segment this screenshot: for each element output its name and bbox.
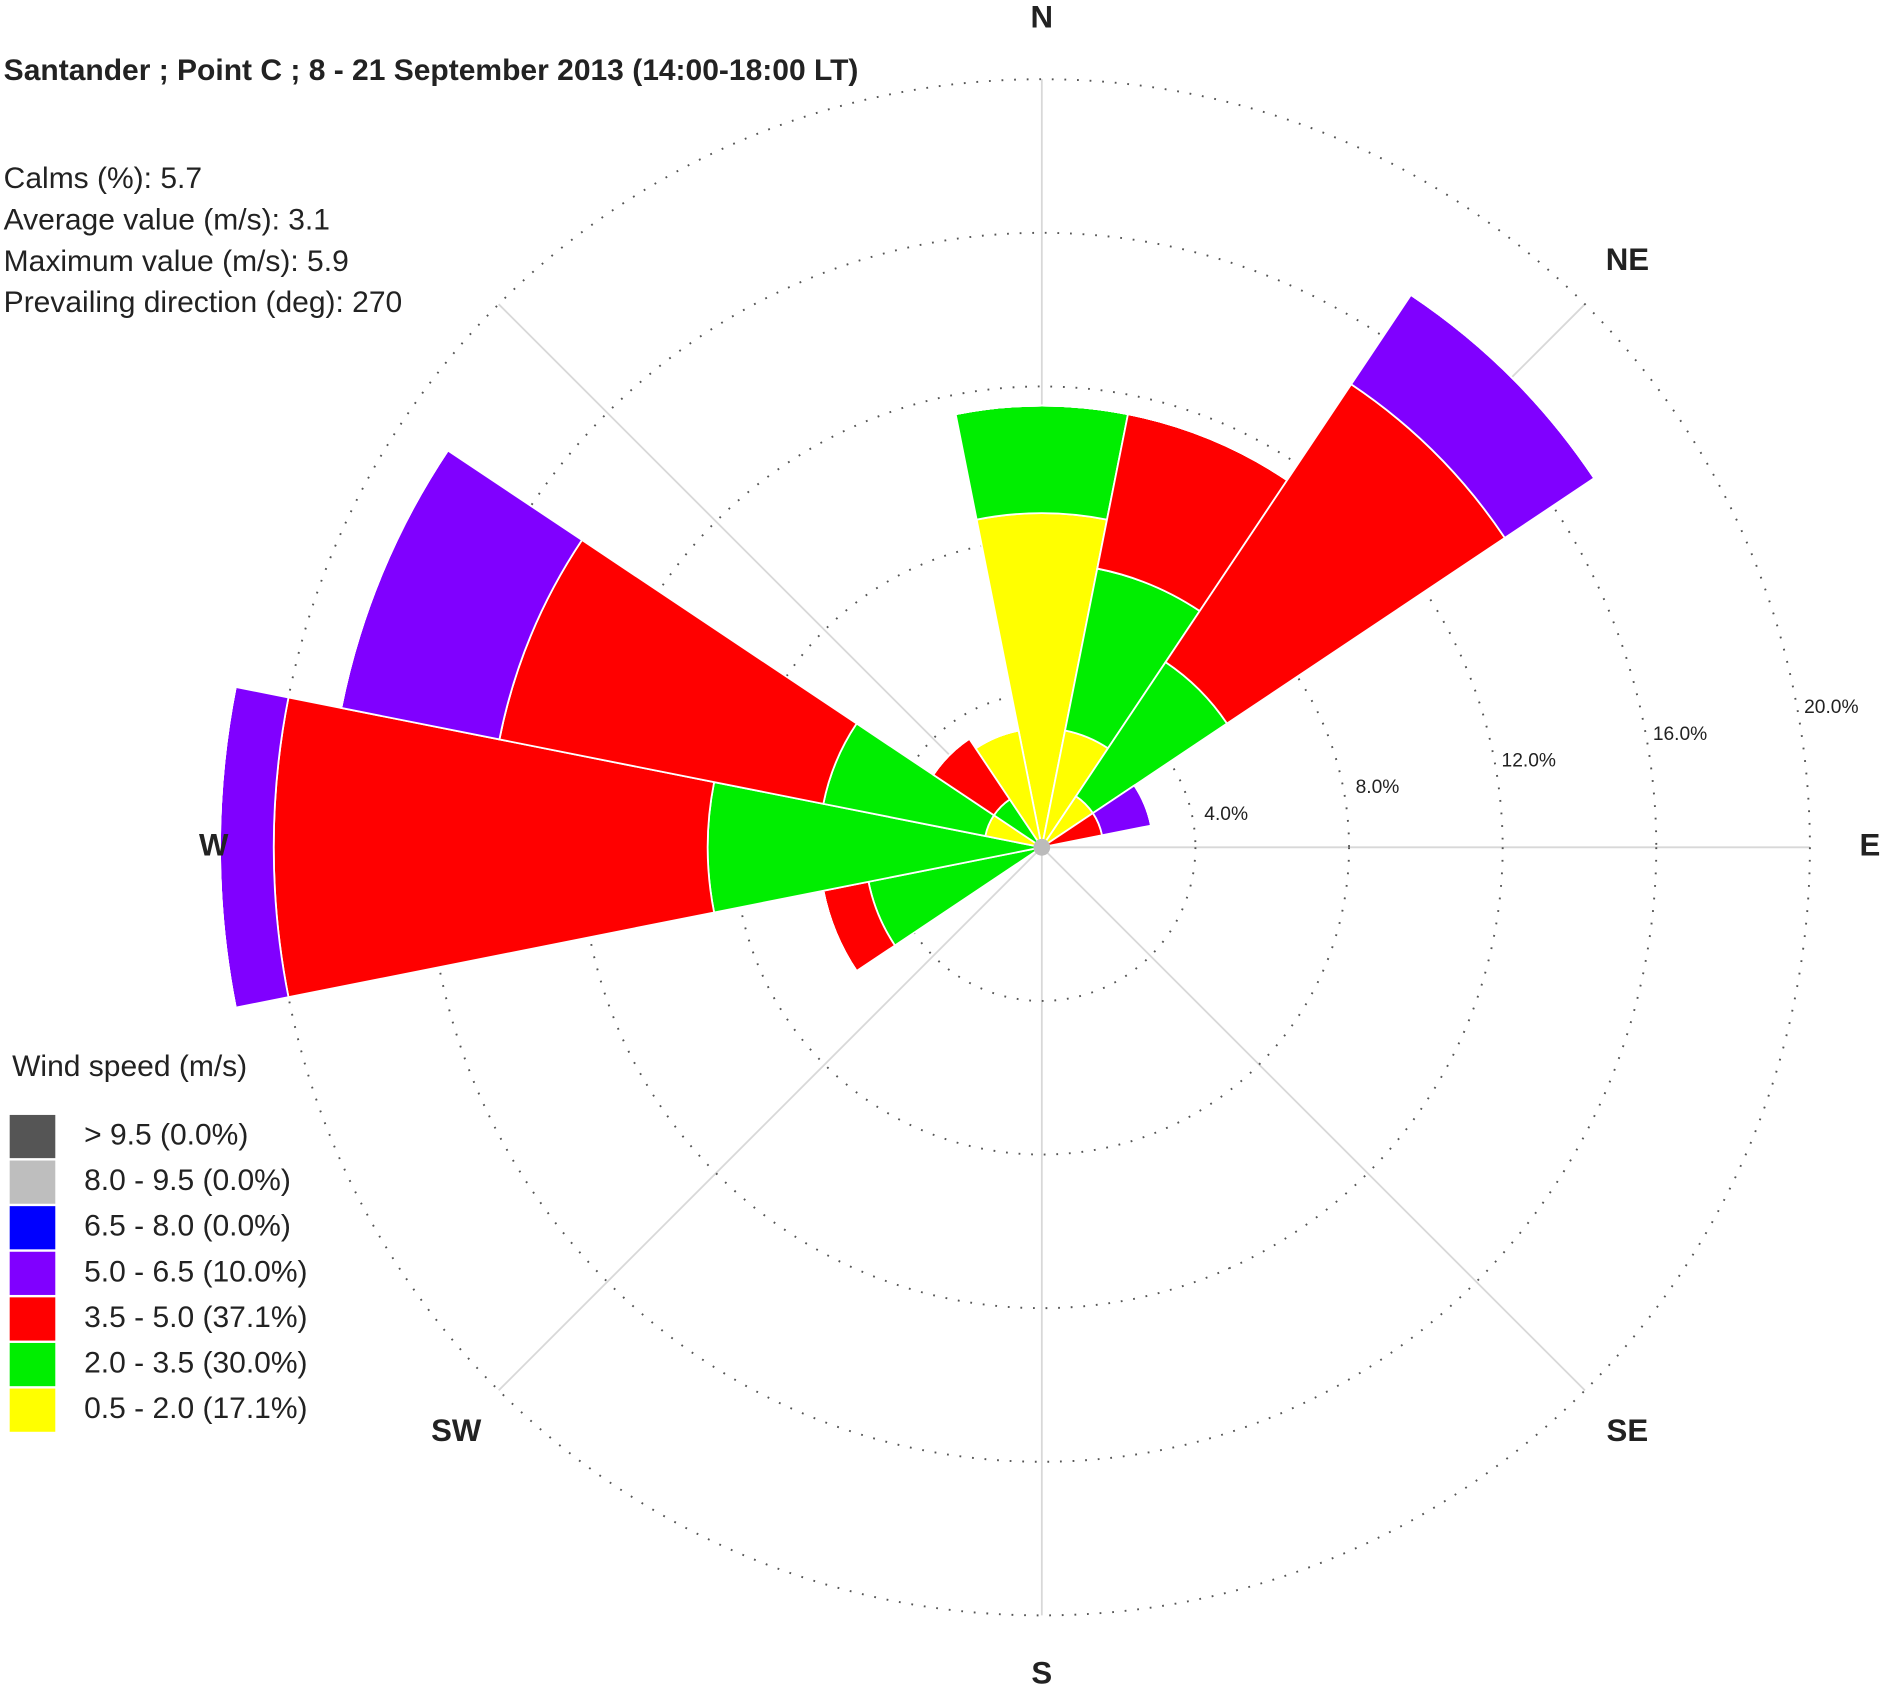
calm-center [1033,838,1051,856]
legend-label: 2.0 - 3.5 (30.0%) [84,1346,307,1379]
grid-ring [426,231,1658,1463]
legend-swatch [9,1388,56,1432]
direction-label: SW [431,1413,482,1448]
legend-label: 3.5 - 5.0 (37.1%) [84,1301,307,1334]
grid-ring [887,692,1197,1002]
r-tick-label: 4.0% [1204,804,1248,825]
rose-segment [1410,294,1595,479]
r-tick-label: 16.0% [1653,724,1707,745]
rose-segment [954,404,1130,521]
legend-label: 0.5 - 2.0 (17.1%) [84,1392,307,1425]
stat-line: Maximum value (m/s): 5.9 [4,245,349,278]
legend-swatch [9,1160,56,1204]
legend-swatch [9,1206,56,1250]
rose-segment [340,449,449,709]
direction-label: N [1031,0,1054,34]
direction-label: E [1860,828,1881,863]
grid-ring [579,385,1504,1310]
legend-title: Wind speed (m/s) [12,1050,247,1083]
r-tick-label: 20.0% [1804,697,1858,718]
spoke [498,846,1043,1392]
grid-ring [733,539,1351,1156]
legend-swatch [9,1342,56,1387]
legend-label: 6.5 - 8.0 (0.0%) [84,1210,291,1243]
stat-line: Average value (m/s): 3.1 [4,203,330,236]
rose-segment [975,729,1019,750]
direction-label: W [199,828,229,863]
grid-ring [272,78,1811,1617]
stat-line: Prevailing direction (deg): 270 [4,286,403,319]
legend-swatch [9,1114,56,1159]
direction-label: S [1031,1656,1052,1691]
stat-line: Calms (%): 5.7 [4,162,202,195]
r-tick-label: 8.0% [1356,777,1400,798]
legend-swatch [9,1251,56,1295]
direction-label: NE [1606,242,1649,277]
legend-label: > 9.5 (0.0%) [84,1118,248,1151]
spoke [1041,846,1586,1392]
direction-label: SE [1607,1413,1649,1448]
legend-label: 5.0 - 6.5 (10.0%) [84,1255,307,1288]
legend-label: 8.0 - 9.5 (0.0%) [84,1164,291,1197]
r-tick-label: 12.0% [1502,751,1556,772]
chart-title: Santander ; Point C ; 8 - 21 September 2… [4,54,859,87]
legend-swatch [9,1297,56,1341]
